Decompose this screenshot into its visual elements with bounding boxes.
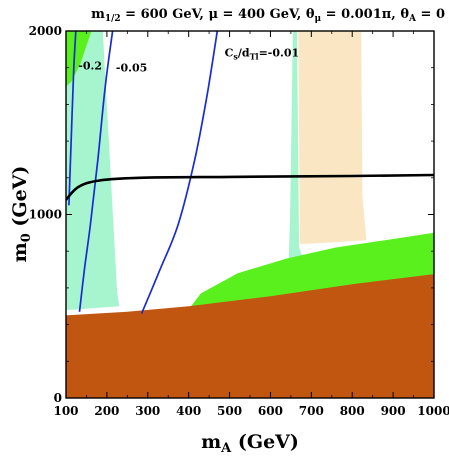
y-axis-title: m0 (GeV): [9, 166, 34, 263]
x-tick-label: 800: [340, 404, 365, 418]
contour-line-0: [68, 31, 77, 206]
x-axis-title: mA (GeV): [201, 431, 299, 456]
x-tick-label: 200: [94, 404, 119, 418]
y-tick-label: 0: [54, 391, 62, 405]
x-tick-label: 900: [381, 404, 406, 418]
x-tick-label: 300: [135, 404, 160, 418]
y-tick-label: 2000: [29, 24, 62, 38]
annotation-cs-dtl: Cs/dTl=-0.01: [225, 47, 300, 62]
region-brown-region: [66, 274, 434, 398]
region-light-green-right: [288, 31, 304, 261]
annotation-minus-0.05: -0.05: [116, 61, 147, 74]
contours-group: [66, 31, 434, 314]
chart-title: m1/2 = 600 GeV, μ = 400 GeV, θμ = 0.001π…: [91, 7, 445, 24]
region-peach-band: [298, 31, 367, 244]
region-light-green-left: [66, 31, 120, 310]
annotation-minus-0.2: -0.2: [78, 60, 102, 73]
x-tick-label: 700: [299, 404, 324, 418]
regions-group: [66, 31, 434, 398]
contour-line-3: [66, 173, 434, 201]
x-tick-label: 100: [53, 404, 78, 418]
region-green-corner: [66, 31, 92, 87]
y-tick-label: 1000: [29, 208, 62, 222]
region-green-band: [185, 232, 434, 315]
annotations-group: -0.2 -0.05 Cs/dTl=-0.01: [78, 47, 299, 75]
x-tick-label: 1000: [417, 404, 449, 418]
x-tick-label: 500: [217, 404, 242, 418]
ticks-group: 100 200 300 400 500 600 700 800 900 1000 0 1000 2000: [29, 24, 449, 418]
x-tick-label: 400: [176, 404, 201, 418]
contour-line-1: [78, 31, 114, 312]
x-tick-label: 600: [258, 404, 283, 418]
contour-line-2: [140, 31, 219, 314]
